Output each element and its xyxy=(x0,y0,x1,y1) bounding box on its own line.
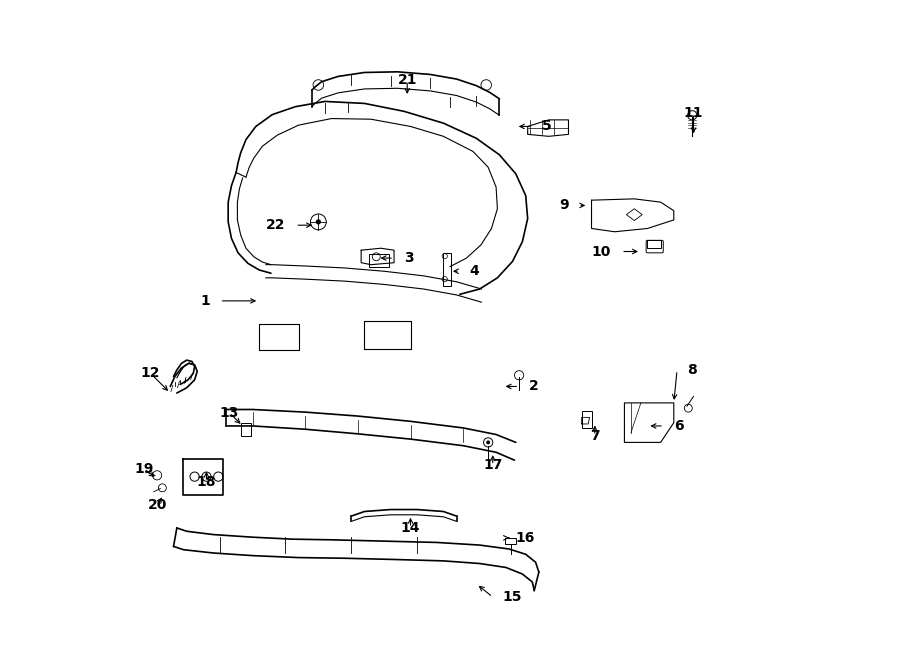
Bar xyxy=(581,411,591,428)
Text: 18: 18 xyxy=(197,475,216,489)
Circle shape xyxy=(486,440,491,444)
Text: 5: 5 xyxy=(542,120,552,134)
Text: 15: 15 xyxy=(503,590,522,604)
Text: 10: 10 xyxy=(592,245,611,258)
Bar xyxy=(647,241,661,249)
Text: 3: 3 xyxy=(404,251,413,265)
Text: 12: 12 xyxy=(140,366,160,380)
Text: 9: 9 xyxy=(559,198,569,212)
Text: 19: 19 xyxy=(134,462,154,476)
Circle shape xyxy=(316,219,321,225)
Bar xyxy=(241,422,251,436)
Text: 17: 17 xyxy=(483,459,502,473)
Text: 4: 4 xyxy=(470,264,480,278)
Text: 2: 2 xyxy=(529,379,539,393)
Text: 6: 6 xyxy=(674,419,683,433)
Text: 21: 21 xyxy=(398,73,417,87)
Text: 16: 16 xyxy=(516,531,536,545)
Bar xyxy=(443,253,451,286)
Bar xyxy=(505,538,517,545)
Bar xyxy=(369,254,390,266)
Text: 1: 1 xyxy=(200,294,210,308)
Text: 22: 22 xyxy=(266,218,285,232)
Text: 11: 11 xyxy=(684,106,703,120)
Text: 7: 7 xyxy=(590,429,599,443)
Text: 8: 8 xyxy=(687,363,697,377)
Text: 14: 14 xyxy=(400,521,420,535)
Text: 13: 13 xyxy=(220,406,239,420)
Text: 20: 20 xyxy=(148,498,166,512)
